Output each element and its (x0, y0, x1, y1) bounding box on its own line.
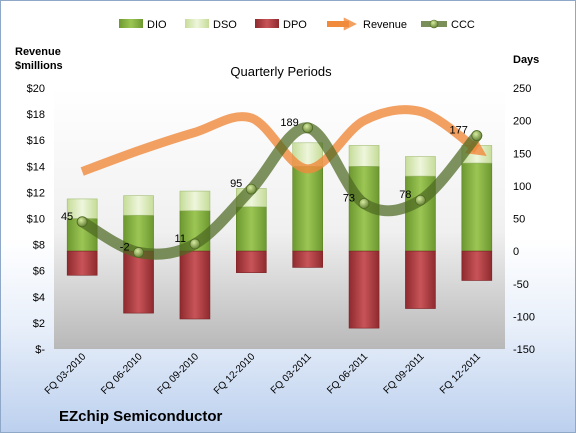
dso-bar (405, 156, 436, 177)
y-right-tick-label: 50 (513, 214, 525, 226)
ccc-data-label: 78 (399, 189, 411, 201)
dpo-bar (405, 250, 436, 309)
ccc-data-label: 189 (280, 117, 298, 129)
legend: DIO DSO DPO Revenue CCC (119, 17, 475, 31)
dso-bar (123, 195, 154, 216)
x-tick-label: FQ 06-2010 (99, 351, 145, 397)
y-right-tick-label: -50 (513, 279, 529, 291)
revenue-line (80, 105, 487, 176)
dpo-bar (236, 250, 267, 273)
x-tick-label: FQ 12-2011 (438, 351, 483, 396)
plot-title: Quarterly Periods (230, 64, 332, 79)
ccc-point (415, 194, 426, 206)
revenue-series (80, 105, 487, 176)
y-left-tick-label: $20 (27, 83, 45, 95)
dio-bar (236, 206, 267, 252)
ccc-series: 45 -2 11 95 189 73 78 177 (61, 117, 483, 260)
y-left-tick-label: $2 (33, 318, 45, 330)
y-left-tick-label: $12 (27, 187, 45, 199)
x-tick-label: FQ 03-2011 (269, 351, 314, 396)
legend-swatch-dio (119, 19, 143, 28)
ccc-point (302, 122, 314, 134)
y-right-tick-label: 100 (513, 181, 531, 193)
y-left-tick-label: $6 (33, 266, 45, 278)
legend-swatch-dpo (255, 19, 279, 28)
y-right-tick-label: 250 (513, 83, 531, 95)
ccc-point (358, 198, 370, 209)
legend-swatch-dso (185, 19, 209, 28)
y-left-tick-label: $8 (33, 240, 45, 252)
ccc-data-label: 45 (61, 211, 73, 223)
legend-label-revenue: Revenue (363, 19, 407, 31)
ccc-data-label: 11 (175, 233, 186, 245)
ccc-point (133, 247, 144, 258)
y-right-tick-label: 150 (513, 148, 531, 160)
y-left-tick-label: $16 (27, 135, 45, 147)
x-tick-label: FQ 12-2010 (212, 351, 258, 397)
dso-bar (179, 190, 211, 211)
ccc-point (245, 183, 257, 195)
ccc-point (76, 216, 88, 228)
y-left-tick-label: $10 (27, 214, 45, 226)
dio-bar (292, 166, 323, 252)
dso-bar (348, 145, 380, 167)
legend-label-dpo: DPO (283, 19, 307, 31)
y-left-tick-label: $4 (33, 292, 45, 304)
dpo-bar (461, 250, 493, 281)
dpo-bar (292, 250, 323, 268)
x-tick-label: FQ 09-2011 (382, 351, 427, 396)
y-right-tick-label: 0 (513, 246, 519, 258)
y-axis-left: $- $2 $4 $6 $8 $10 $12 $14 $16 $18 $20 (27, 83, 46, 356)
y-left-tick-label: $- (35, 344, 45, 356)
dpo-bar (179, 250, 211, 320)
dio-bar (461, 162, 493, 252)
ccc-point (189, 238, 201, 250)
y-left-tick-label: $14 (27, 161, 45, 173)
company-name: EZchip Semiconductor (59, 408, 223, 425)
ccc-point (471, 130, 483, 142)
x-tick-label: FQ 09-2010 (156, 351, 202, 397)
x-axis: FQ 03-2010 FQ 06-2010 FQ 09-2010 FQ 12-2010… (43, 351, 483, 397)
y-axis-right: -150 -100 -50 0 50 100 150 200 250 (513, 83, 535, 356)
y-right-tick-label: 200 (513, 116, 531, 128)
y-axis-left-title-line1: Revenue (15, 46, 61, 58)
dpo-bar (66, 250, 98, 276)
ccc-data-label: 177 (449, 125, 467, 137)
legend-label-ccc: CCC (451, 19, 475, 31)
y-left-tick-label: $18 (27, 109, 45, 121)
x-tick-label: FQ 03-2010 (43, 351, 89, 397)
legend-label-dio: DIO (147, 19, 167, 31)
legend-label-dso: DSO (213, 19, 237, 31)
ccc-data-label: 95 (230, 178, 242, 190)
y-right-tick-label: -150 (513, 344, 535, 356)
legend-marker-ccc (429, 19, 439, 29)
y-axis-left-title-line2: $millions (15, 60, 63, 72)
ccc-data-label: 73 (343, 192, 355, 204)
dpo-bar (123, 250, 154, 314)
x-tick-label: FQ 06-2011 (325, 351, 370, 396)
dpo-bar (348, 250, 380, 329)
ccc-data-label: -2 (120, 241, 130, 253)
y-right-tick-label: -100 (513, 311, 535, 323)
y-axis-right-title: Days (513, 54, 539, 66)
